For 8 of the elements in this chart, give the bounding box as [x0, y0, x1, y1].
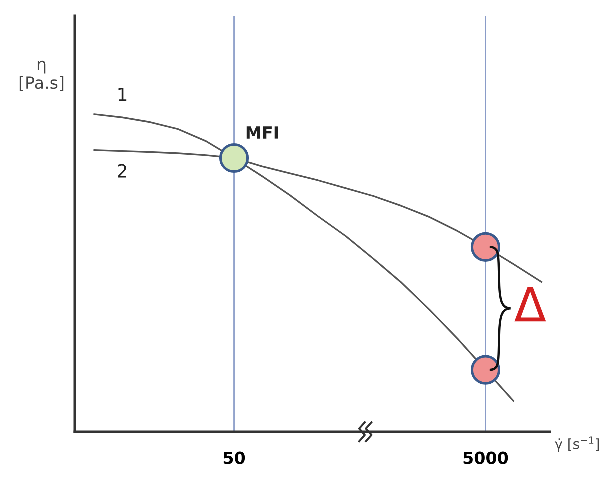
y-axis-title: η [Pa.s]	[20, 60, 64, 92]
x-tick-label: 5000	[464, 452, 508, 464]
x-tick-label: 50	[224, 452, 246, 464]
annotation: MFI	[246, 126, 278, 139]
annotation: Δ	[514, 287, 546, 322]
x-axis-title: γ̇ [s$^{−1}$]	[554, 436, 600, 452]
series-label: 1	[118, 88, 127, 102]
series-label: 2	[118, 164, 126, 178]
